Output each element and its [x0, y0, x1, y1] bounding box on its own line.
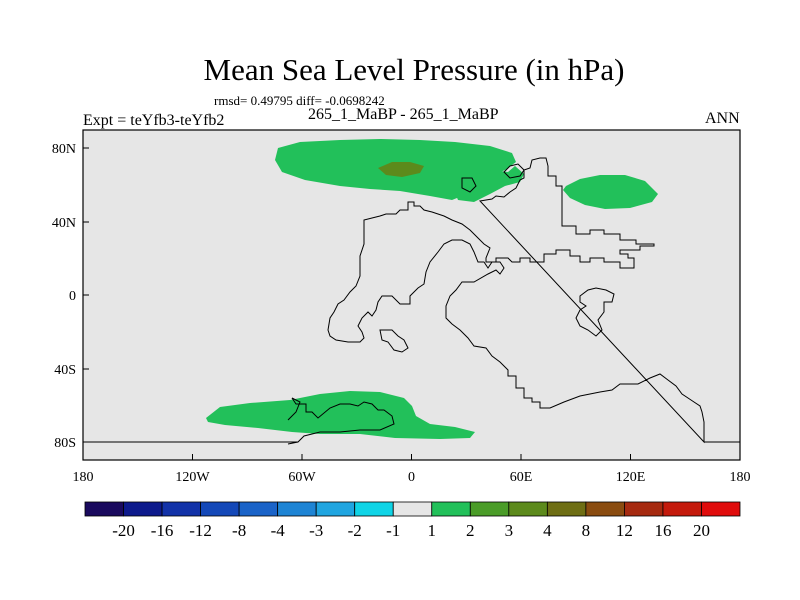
colorbar-label: 1 [428, 521, 437, 540]
colorbar-label: -2 [348, 521, 362, 540]
plot-title: Mean Sea Level Pressure (in hPa) [203, 52, 625, 87]
lon-label: 60W [288, 470, 316, 485]
colorbar-swatch [392, 501, 433, 517]
colorbar-label: -20 [112, 521, 135, 540]
colorbar-label: 12 [616, 521, 633, 540]
colorbar-swatch [315, 501, 356, 517]
anomaly-region-southern-ocean [206, 391, 475, 439]
coastline-north-fragment [503, 163, 525, 179]
anomaly-region-north-atlantic-core [378, 162, 424, 177]
lat-label: 40S [54, 363, 76, 378]
lon-labels: 180 120W 60W 0 60E 120E 180 [73, 470, 751, 485]
colorbar-label: -3 [309, 521, 323, 540]
coastline-north-fragment-2 [461, 177, 477, 193]
colorbar-swatch [624, 501, 664, 517]
colorbar-swatch [161, 501, 201, 517]
colorbar-labels: -20 -16 -12 -8 -4 -3 -2 -1 1 2 3 4 8 12 16 20 [112, 521, 710, 540]
colorbar-label: 4 [543, 521, 552, 540]
colorbar-label: 16 [654, 521, 671, 540]
colorbar-swatch [469, 501, 510, 517]
colorbar-swatch [354, 501, 394, 517]
lat-ticks [83, 147, 89, 443]
colorbar-label: 8 [582, 521, 591, 540]
coastline-south-peninsula [287, 397, 301, 421]
lon-label: 120W [175, 470, 210, 485]
lon-label: 180 [73, 470, 94, 485]
colorbar-label: -16 [151, 521, 174, 540]
coastline-small-island [379, 329, 409, 353]
lon-label: 120E [616, 470, 646, 485]
colorbar-swatch [701, 501, 741, 517]
colorbar-label: 20 [693, 521, 710, 540]
lat-label: 0 [69, 289, 76, 304]
colorbar-label: -4 [271, 521, 286, 540]
stats-text: rmsd= 0.49795 diff= -0.0698242 [214, 93, 385, 108]
season-label: ANN [705, 110, 740, 127]
experiment-label: Expt = teYfb3-teYfb2 [83, 112, 225, 129]
coastlines [84, 157, 740, 445]
lat-label: 80N [52, 142, 76, 157]
lon-label: 180 [730, 470, 751, 485]
lat-label: 80S [54, 436, 76, 451]
colorbar-swatch [84, 501, 124, 517]
colorbar [84, 501, 741, 517]
colorbar-swatch [123, 501, 163, 517]
colorbar-swatch [277, 501, 317, 517]
colorbar-swatch [662, 501, 702, 517]
colorbar-label: -8 [232, 521, 246, 540]
lat-labels: 80N 40N 0 40S 80S [52, 142, 76, 451]
anomaly-region-south-atlantic-patch [386, 402, 405, 414]
colorbar-swatch [585, 501, 625, 517]
colorbar-swatch [508, 501, 548, 517]
coastline-southern-continent [287, 397, 395, 445]
anomaly-region-arctic-fringe [452, 166, 524, 202]
colorbar-swatch [200, 501, 240, 517]
coastline-eastern-island [575, 287, 615, 337]
anomaly-region-north-pacific [563, 175, 658, 209]
colorbar-swatch [431, 501, 471, 517]
lon-ticks [82, 454, 741, 460]
colorbar-label: 3 [505, 521, 514, 540]
lon-label: 0 [408, 470, 415, 485]
colorbar-swatch [238, 501, 279, 517]
lat-label: 40N [52, 216, 76, 231]
colorbar-label: -1 [386, 521, 400, 540]
lon-label: 60E [510, 470, 533, 485]
colorbar-label: 2 [466, 521, 475, 540]
colorbar-swatch [546, 501, 587, 517]
subtitle: 265_1_MaBP - 265_1_MaBP [308, 106, 499, 123]
coastline-main-continent [327, 157, 705, 444]
colorbar-label: -12 [189, 521, 212, 540]
